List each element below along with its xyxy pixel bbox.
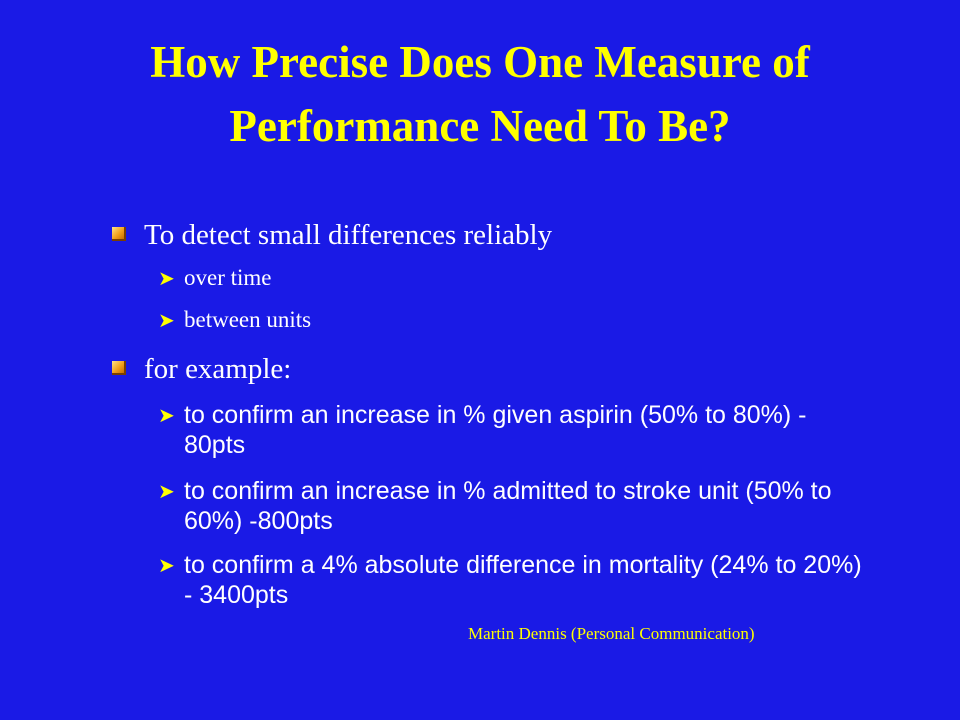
sub-bullet-text: to confirm an increase in % admitted to … bbox=[184, 477, 832, 535]
attribution-credit: Martin Dennis (Personal Communication) bbox=[468, 624, 755, 643]
arrowhead-bullet-icon: ➤ bbox=[158, 403, 175, 427]
arrowhead-bullet-icon: ➤ bbox=[158, 553, 175, 577]
bullet-detect-differences: To detect small differences reliably bbox=[112, 218, 904, 252]
sub-bullet-mortality: ➤ to confirm a 4% absolute difference in… bbox=[158, 550, 864, 610]
title-line-2: Performance Need To Be? bbox=[229, 101, 731, 151]
bullet-for-example: for example: bbox=[112, 352, 904, 386]
sub-bullet-aspirin: ➤ to confirm an increase in % given aspi… bbox=[158, 400, 864, 460]
title-line-1: How Precise Does One Measure of bbox=[150, 37, 810, 87]
square-bullet-icon bbox=[112, 361, 126, 375]
sub-bullet-between-units: ➤ between units bbox=[158, 306, 864, 334]
square-bullet-icon bbox=[112, 227, 126, 241]
arrowhead-bullet-icon: ➤ bbox=[158, 308, 175, 332]
arrowhead-bullet-icon: ➤ bbox=[158, 266, 175, 290]
slide-title: How Precise Does One Measure of Performa… bbox=[30, 30, 930, 158]
bullet-text: To detect small differences reliably bbox=[144, 219, 553, 251]
sub-bullet-stroke-unit: ➤ to confirm an increase in % admitted t… bbox=[158, 476, 864, 536]
sub-bullet-text: to confirm an increase in % given aspiri… bbox=[184, 401, 807, 459]
sub-bullet-text: to confirm a 4% absolute difference in m… bbox=[184, 551, 862, 609]
arrowhead-bullet-icon: ➤ bbox=[158, 479, 175, 503]
sub-bullet-over-time: ➤ over time bbox=[158, 264, 864, 292]
bullet-text: for example: bbox=[144, 353, 292, 385]
sub-bullet-text: between units bbox=[184, 307, 312, 332]
sub-bullet-text: over time bbox=[184, 265, 272, 290]
